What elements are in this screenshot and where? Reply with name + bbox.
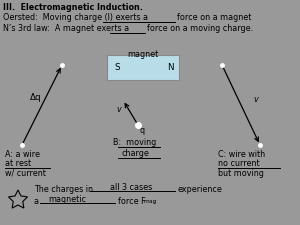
Text: S: S bbox=[114, 63, 120, 72]
Text: force on a magnet: force on a magnet bbox=[177, 13, 251, 22]
Text: C: wire with: C: wire with bbox=[218, 150, 265, 159]
Text: magnetic: magnetic bbox=[48, 195, 86, 204]
Text: force on a moving charge.: force on a moving charge. bbox=[147, 24, 253, 33]
Text: N: N bbox=[167, 63, 173, 72]
Text: q: q bbox=[140, 126, 145, 135]
Text: A: a wire: A: a wire bbox=[5, 150, 40, 159]
Text: v: v bbox=[253, 95, 258, 104]
Text: mag: mag bbox=[143, 199, 156, 204]
Text: magnet: magnet bbox=[128, 50, 159, 59]
Text: charge: charge bbox=[122, 149, 150, 158]
Text: no current: no current bbox=[218, 159, 260, 168]
Text: v: v bbox=[116, 106, 121, 115]
Text: .: . bbox=[152, 197, 154, 206]
Bar bbox=[107, 55, 179, 80]
Text: B:  moving: B: moving bbox=[113, 138, 156, 147]
Text: at rest: at rest bbox=[5, 159, 31, 168]
Text: a: a bbox=[34, 197, 39, 206]
Text: but moving: but moving bbox=[218, 169, 264, 178]
Text: Oersted:  Moving charge (I) exerts a: Oersted: Moving charge (I) exerts a bbox=[3, 13, 148, 22]
Text: force F: force F bbox=[118, 197, 146, 206]
Text: experience: experience bbox=[178, 185, 223, 194]
Text: III.  Electromagnetic Induction.: III. Electromagnetic Induction. bbox=[3, 3, 143, 12]
Text: N’s 3rd law:  A magnet exerts a: N’s 3rd law: A magnet exerts a bbox=[3, 24, 129, 33]
Text: all 3 cases: all 3 cases bbox=[110, 183, 152, 192]
Text: w/ current: w/ current bbox=[5, 169, 46, 178]
Text: Δq: Δq bbox=[30, 94, 42, 103]
Text: The charges in: The charges in bbox=[34, 185, 93, 194]
